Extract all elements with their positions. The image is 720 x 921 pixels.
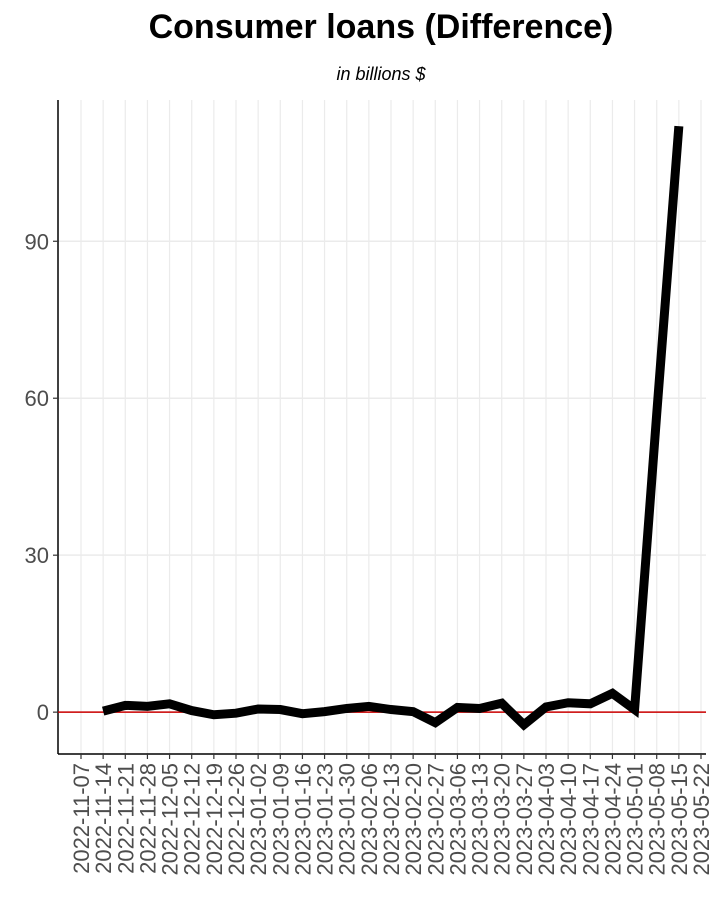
x-tick-label: 2023-02-27 bbox=[423, 763, 448, 876]
x-tick-label: 2023-05-15 bbox=[667, 763, 692, 876]
x-tick-label: 2023-04-10 bbox=[556, 763, 581, 876]
x-tick-label: 2023-02-06 bbox=[357, 763, 382, 876]
chart-subtitle: in billions $ bbox=[336, 64, 426, 84]
x-tick-label: 2022-11-28 bbox=[135, 763, 160, 874]
x-axis-ticks: 2022-11-072022-11-142022-11-212022-11-28… bbox=[69, 754, 714, 876]
x-tick-label: 2023-03-06 bbox=[445, 763, 470, 876]
x-tick-label: 2023-04-17 bbox=[578, 763, 603, 876]
x-tick-label: 2023-02-13 bbox=[379, 763, 404, 876]
x-tick-label: 2023-01-09 bbox=[268, 763, 293, 876]
x-tick-label: 2023-05-08 bbox=[645, 763, 670, 876]
x-tick-label: 2023-03-27 bbox=[512, 763, 537, 876]
x-tick-label: 2023-03-20 bbox=[490, 763, 515, 876]
x-tick-label: 2023-01-16 bbox=[290, 763, 315, 876]
x-tick-label: 2023-01-30 bbox=[335, 763, 360, 876]
y-tick-label: 60 bbox=[25, 386, 49, 411]
x-tick-label: 2023-03-13 bbox=[468, 763, 493, 876]
y-tick-label: 0 bbox=[37, 700, 49, 725]
series-group bbox=[102, 125, 684, 731]
chart-title: Consumer loans (Difference) bbox=[148, 8, 614, 46]
x-tick-label: 2023-05-01 bbox=[623, 763, 648, 876]
grid-lines bbox=[58, 100, 706, 754]
x-tick-label: 2022-11-14 bbox=[91, 763, 116, 874]
y-tick-label: 90 bbox=[25, 229, 49, 254]
x-tick-label: 2022-11-21 bbox=[113, 763, 138, 874]
y-axis-ticks: 0 30 60 90 bbox=[25, 229, 58, 725]
x-tick-label: 2022-12-12 bbox=[180, 763, 205, 876]
x-tick-label: 2023-05-22 bbox=[689, 763, 714, 876]
x-tick-label: 2023-02-20 bbox=[401, 763, 426, 876]
x-tick-label: 2023-01-23 bbox=[313, 763, 338, 876]
x-tick-label: 2022-12-19 bbox=[202, 763, 227, 876]
x-tick-label: 2023-04-24 bbox=[600, 763, 625, 876]
x-tick-label: 2022-12-05 bbox=[158, 763, 183, 876]
x-tick-label: 2022-11-07 bbox=[69, 763, 94, 874]
x-tick-label: 2022-12-26 bbox=[224, 763, 249, 876]
x-tick-label: 2023-01-02 bbox=[246, 763, 271, 876]
axes bbox=[57, 100, 706, 755]
x-tick-label: 2023-04-03 bbox=[534, 763, 559, 876]
y-tick-label: 30 bbox=[25, 543, 49, 568]
